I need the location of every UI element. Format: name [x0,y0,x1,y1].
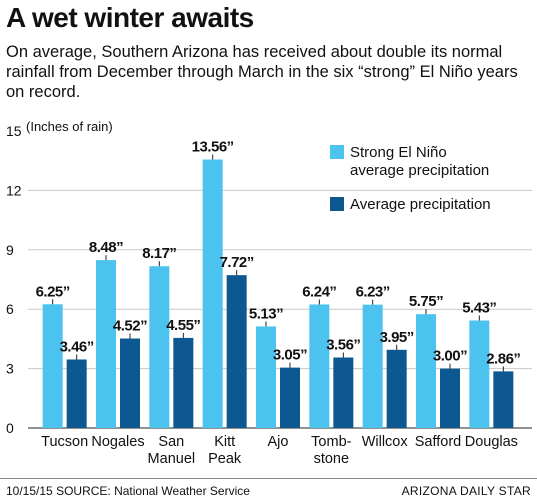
bar [173,337,194,428]
footer-source: SOURCE: National Weather Service [56,484,250,498]
x-tick-label: Douglas [465,434,518,450]
bar [416,314,436,428]
x-tick-label: Ajo [268,434,289,450]
data-label: 3.05” [273,347,307,364]
data-label: 3.56” [326,337,360,354]
legend-label: average precipitation [350,162,489,179]
data-label: 3.00” [433,348,467,365]
bar [256,326,276,428]
bar [66,359,87,428]
bar [309,304,330,428]
legend-swatch [330,197,344,211]
y-tick-label: 9 [6,242,14,258]
data-label: 6.23” [356,284,390,301]
data-label: 5.43” [462,299,496,316]
x-tick-label: Nogales [91,434,144,450]
footer-date: 10/15/15 [6,484,53,498]
y-tick-label: 0 [6,420,14,436]
bar [202,159,223,428]
chart-subtitle: On average, Southern Arizona has receive… [6,43,518,101]
data-label: 13.56” [192,139,234,156]
y-tick-label: 15 [6,123,22,139]
y-tick-label: 12 [6,182,22,198]
x-tick-label: Peak [208,451,242,467]
data-label: 8.48” [89,239,123,256]
data-label: 3.95” [380,329,414,346]
data-label: 8.17” [142,245,176,262]
data-label: 5.75” [409,293,443,310]
data-label: 5.13” [249,305,283,322]
x-tick-label: Tucson [41,434,88,450]
bar [469,320,490,428]
x-tick-label: Manuel [148,451,196,467]
legend-label: Strong El Niño [350,144,447,161]
bar [362,304,383,428]
bar-chart: 0 3 6 9 12 15 (Inches of rain) 6.25” 3.46” Tucson… [6,119,532,467]
data-label: 6.25” [36,283,70,300]
x-tick-label: Tomb- [311,434,351,450]
x-tick-label: San [158,434,184,450]
bar [440,368,460,428]
bar [386,349,407,428]
footer-source-line: 10/15/15 SOURCE: National Weather Servic… [6,484,250,498]
x-tick-label: Willcox [362,434,409,450]
data-label: 4.52” [113,318,147,335]
data-label: 6.24” [302,283,336,300]
bar [280,367,300,428]
data-label: 3.46” [60,338,94,355]
y-axis-label: (Inches of rain) [26,119,113,134]
y-tick-label: 3 [6,361,14,377]
bar [493,371,514,428]
chart-title: A wet winter awaits [6,2,254,33]
x-tick-label: stone [314,451,349,467]
footer-publisher: ARIZONA DAILY STAR [401,484,531,498]
footer: 10/15/15 SOURCE: National Weather Servic… [0,478,537,500]
x-tick-label: Kitt [214,434,235,450]
x-tick-label: Safford [415,434,462,450]
bar [226,275,247,428]
y-tick-label: 6 [6,301,14,317]
bar [333,357,354,428]
bar [96,260,116,428]
data-label: 4.55” [166,317,200,334]
bar [149,266,170,428]
bar [42,304,63,428]
legend-label: Average precipitation [350,196,491,213]
data-label: 2.86” [486,350,520,367]
data-label: 7.72” [220,254,254,271]
legend-swatch [330,145,344,159]
bar [120,338,140,428]
